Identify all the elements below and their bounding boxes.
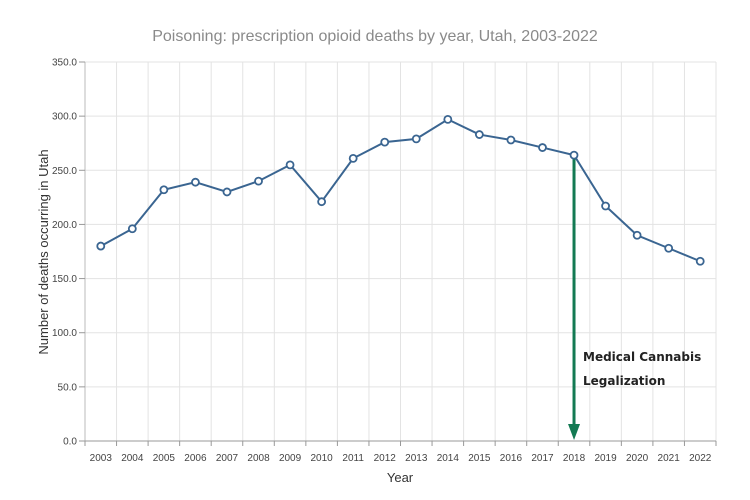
- x-tick-label: 2019: [594, 453, 617, 464]
- y-tick-label: 150.0: [52, 274, 77, 285]
- x-tick-label: 2014: [437, 453, 460, 464]
- data-point: [695, 256, 705, 266]
- data-point: [474, 130, 484, 139]
- x-tick-label: 2020: [626, 453, 649, 464]
- data-point: [348, 153, 358, 163]
- data-point: [254, 176, 263, 186]
- annotation-arrowhead: [568, 424, 581, 440]
- y-axis-ticks: 0.0 50.0 100.0 150.0 200.0 250.0 300.0 350.0: [52, 58, 85, 448]
- x-tick-label: 2022: [689, 453, 712, 464]
- y-axis-title: Number of deaths occurring in Utah: [36, 149, 51, 354]
- x-tick-label: 2018: [563, 453, 586, 464]
- annotation-label: Legalization: [583, 374, 665, 388]
- x-tick-label: 2005: [153, 453, 176, 464]
- data-point: [538, 143, 547, 152]
- x-tick-label: 2009: [279, 453, 302, 464]
- x-axis-ticks: 2003 2004 2005 2006 2007 2008 2009 2010 2011 2012…: [84, 441, 717, 464]
- x-axis-title: Year: [387, 470, 414, 485]
- x-tick-label: 2008: [247, 453, 270, 464]
- x-tick-label: 2006: [184, 453, 207, 464]
- x-tick-label: 2015: [468, 453, 491, 464]
- chart-title: Poisoning: prescription opioid deaths by…: [152, 28, 598, 45]
- data-point: [443, 114, 453, 124]
- x-tick-label: 2012: [374, 453, 397, 464]
- data-point: [506, 135, 516, 145]
- x-tick-label: 2003: [90, 453, 113, 464]
- data-point: [96, 241, 106, 251]
- data-point: [664, 243, 674, 253]
- data-point: [380, 137, 390, 147]
- y-tick-label: 300.0: [52, 112, 77, 123]
- data-point: [159, 185, 169, 195]
- grid: [85, 61, 717, 441]
- x-tick-label: 2004: [121, 453, 144, 464]
- data-point: [317, 197, 327, 207]
- data-point: [411, 134, 421, 144]
- x-tick-label: 2010: [311, 453, 334, 464]
- series: [96, 114, 705, 266]
- x-tick-label: 2016: [500, 453, 523, 464]
- y-tick-label: 250.0: [52, 166, 77, 177]
- data-point: [127, 224, 137, 234]
- data-point: [601, 201, 610, 211]
- series-line: [100, 118, 701, 263]
- data-point: [632, 230, 642, 240]
- y-tick-label: 50.0: [58, 382, 78, 393]
- x-tick-label: 2011: [342, 453, 364, 464]
- y-tick-label: 200.0: [52, 220, 77, 231]
- x-tick-label: 2017: [531, 453, 554, 464]
- y-tick-label: 100.0: [52, 328, 77, 339]
- annotation-label: Medical Cannabis: [583, 350, 701, 364]
- y-tick-label: 350.0: [52, 58, 77, 69]
- annotation: Medical Cannabis Legalization: [568, 155, 701, 440]
- x-tick-label: 2021: [658, 453, 681, 464]
- x-tick-label: 2007: [216, 453, 239, 464]
- data-point: [191, 177, 200, 187]
- x-tick-label: 2013: [405, 453, 428, 464]
- y-tick-label: 0.0: [63, 437, 77, 448]
- data-point: [222, 187, 232, 197]
- data-point: [569, 150, 579, 160]
- data-point: [285, 160, 295, 170]
